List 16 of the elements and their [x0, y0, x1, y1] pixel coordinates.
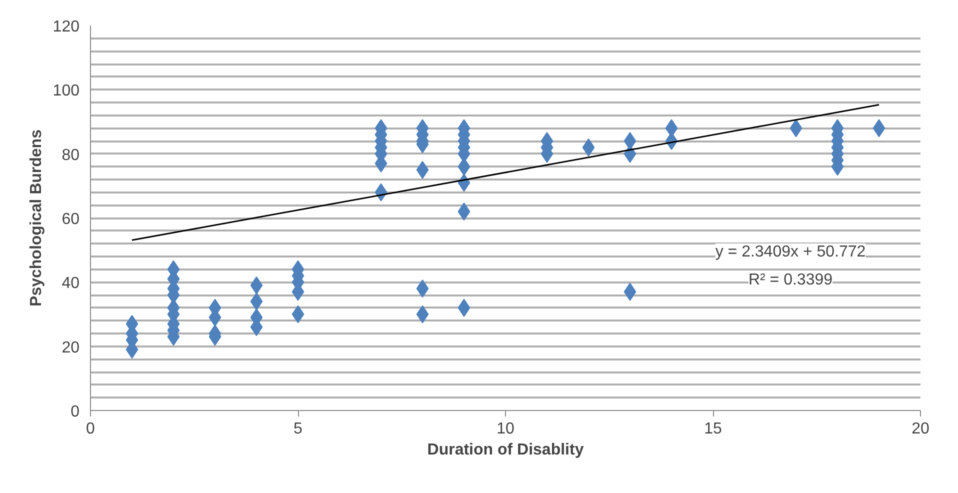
y-axis-title: Psychological Burdens	[28, 129, 45, 306]
y-tick-label: 100	[52, 82, 80, 100]
x-tick-label: 15	[704, 420, 722, 438]
y-tick-label: 80	[62, 146, 80, 164]
y-tick-label: 120	[52, 18, 80, 36]
annotation: R² = 0.3399	[748, 272, 833, 288]
y-tick-label: 60	[62, 211, 80, 228]
y-tick-label: 40	[62, 275, 80, 292]
x-tick-label: 20	[912, 420, 930, 438]
y-tick-label: 0	[70, 404, 80, 420]
x-axis-title: Duration of Disablity	[427, 442, 584, 458]
x-tick-label: 10	[496, 420, 514, 438]
x-tick-label: 0	[86, 420, 96, 438]
annotation: y = 2.3409x + 50.772	[715, 244, 866, 260]
x-tick-label: 5	[294, 420, 303, 438]
y-tick-label: 20	[62, 339, 80, 356]
